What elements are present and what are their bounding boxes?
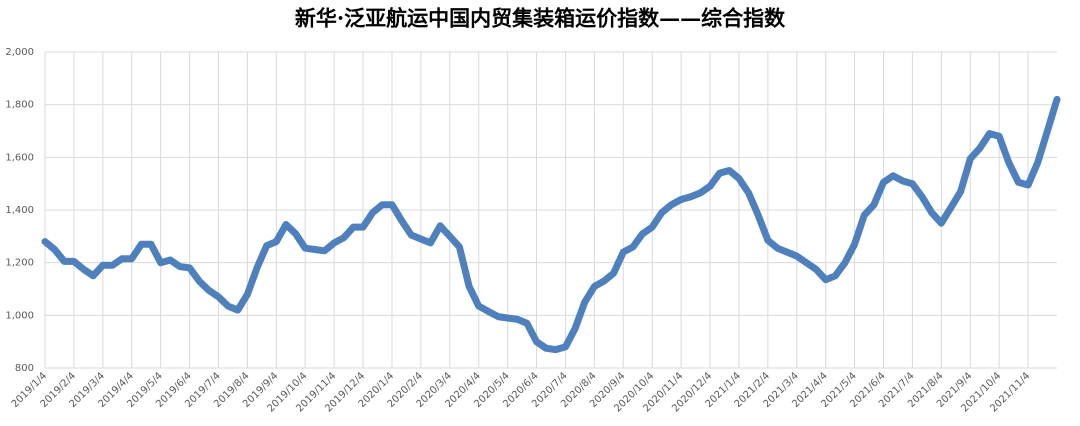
y-tick-label: 1,200	[5, 258, 34, 269]
y-tick-label: 1,400	[5, 205, 34, 216]
y-tick-label: 1,000	[5, 310, 34, 321]
y-tick-label: 2,000	[5, 47, 34, 58]
data-line	[41, 95, 1061, 354]
chart-title: 新华·泛亚航运中国内贸集装箱运价指数——综合指数	[295, 6, 786, 31]
y-tick-label: 1,600	[5, 152, 34, 163]
y-tick-label: 1,800	[5, 100, 34, 111]
y-tick-label: 800	[15, 363, 34, 374]
